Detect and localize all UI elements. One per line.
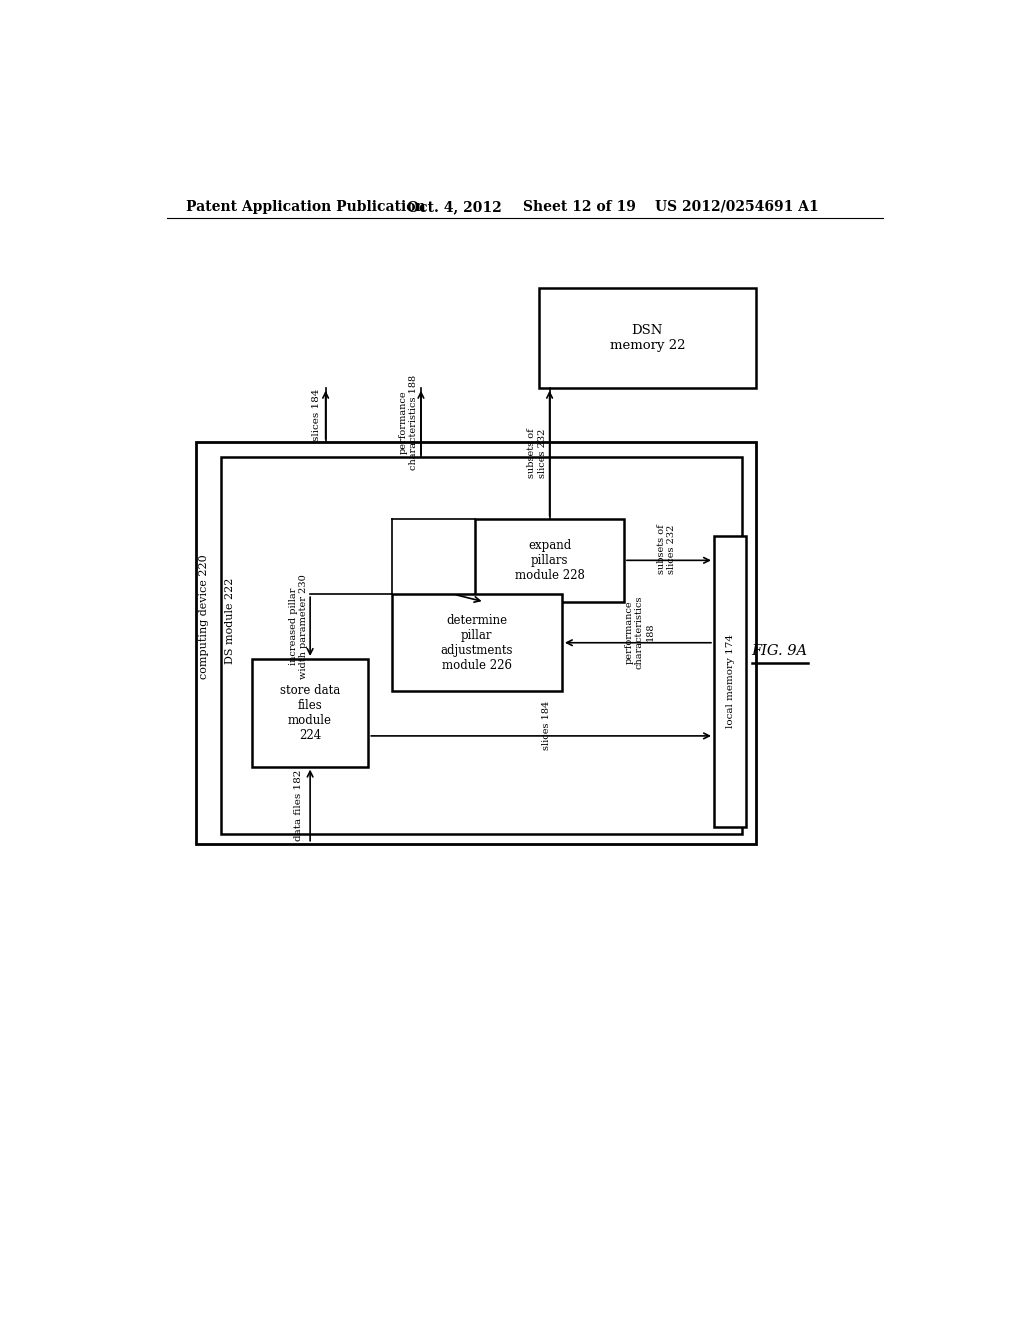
Text: FIG. 9A: FIG. 9A	[751, 644, 807, 659]
Text: Sheet 12 of 19: Sheet 12 of 19	[523, 199, 636, 214]
Text: performance
characteristics
188: performance characteristics 188	[625, 595, 654, 669]
Text: Oct. 4, 2012: Oct. 4, 2012	[407, 199, 502, 214]
Text: determine
pillar
adjustments
module 226: determine pillar adjustments module 226	[440, 614, 513, 672]
Text: performance
characteristics 188: performance characteristics 188	[399, 375, 418, 470]
Text: DS module 222: DS module 222	[224, 577, 234, 664]
Text: computing device 220: computing device 220	[199, 554, 209, 678]
Text: increased pillar
width parameter 230: increased pillar width parameter 230	[289, 574, 308, 678]
Text: slices 184: slices 184	[542, 701, 551, 750]
Text: DSN
memory 22: DSN memory 22	[609, 323, 685, 352]
Text: subsets of
slices 232: subsets of slices 232	[527, 429, 547, 478]
Text: local memory 174: local memory 174	[726, 634, 734, 729]
Text: subsets of
slices 232: subsets of slices 232	[657, 524, 676, 574]
Bar	[475, 519, 624, 602]
Text: slices 184: slices 184	[312, 388, 321, 441]
Text: expand
pillars
module 228: expand pillars module 228	[515, 539, 585, 582]
Bar	[391, 594, 562, 692]
Bar	[252, 659, 369, 767]
Text: store data
files
module
224: store data files module 224	[280, 684, 340, 742]
Text: US 2012/0254691 A1: US 2012/0254691 A1	[655, 199, 819, 214]
Bar	[714, 536, 746, 826]
Text: Patent Application Publication: Patent Application Publication	[186, 199, 426, 214]
Bar	[539, 288, 756, 388]
Text: data files 182: data files 182	[294, 770, 303, 841]
Bar	[197, 442, 756, 843]
Bar	[221, 457, 741, 834]
